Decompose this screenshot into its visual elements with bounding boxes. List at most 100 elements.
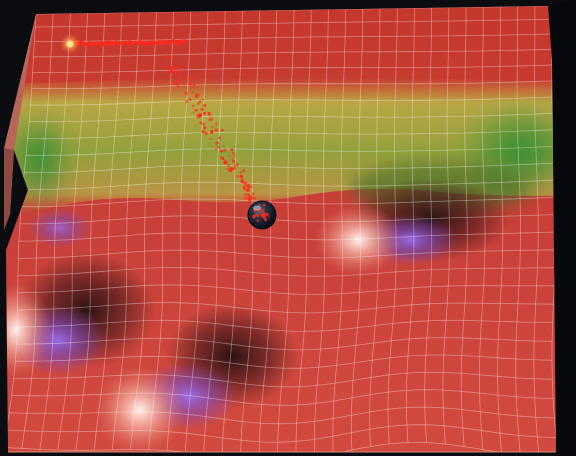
grid-line (497, 6, 504, 452)
grid-line (460, 7, 468, 447)
trail-particle (192, 75, 196, 79)
spark-particle (256, 214, 260, 217)
trail-particle (243, 192, 247, 196)
trail-particle (226, 163, 231, 167)
grid-line (295, 9, 312, 452)
trail-particle (202, 122, 205, 126)
grid-line (184, 11, 209, 452)
trail-particle (176, 83, 179, 86)
trail-particle (198, 100, 202, 104)
trail-particle (233, 164, 237, 168)
grid-line (17, 319, 553, 332)
grid-line (442, 7, 450, 445)
trail-particle (223, 148, 227, 152)
hill-peak (314, 204, 402, 276)
trail-particle (209, 137, 212, 141)
trail-particle (175, 65, 179, 69)
trail-particle (189, 98, 192, 101)
trail-particle (200, 107, 204, 112)
grid-line (18, 249, 556, 259)
spark-particle (260, 213, 264, 217)
trail-particle (246, 184, 250, 188)
grid-line (25, 146, 554, 156)
trail-particle (246, 188, 250, 192)
trail-particle (195, 115, 199, 118)
trail-particle (207, 112, 211, 117)
grid-line (13, 371, 553, 388)
grid-line (406, 8, 415, 443)
grid-line (33, 48, 553, 58)
grid-line (18, 231, 556, 242)
trail-particle (202, 103, 206, 108)
spark-particle (258, 203, 261, 207)
trail-particle (163, 66, 166, 69)
trail-particle (192, 111, 195, 114)
spark-particle (265, 212, 269, 217)
trail-particle (236, 164, 239, 167)
trail-particle (210, 125, 214, 129)
trail-particle (178, 72, 183, 77)
surface-grid (6, 6, 556, 452)
grid-line (15, 354, 553, 369)
trail-particle (199, 121, 203, 125)
grid-line (22, 179, 556, 190)
trail-particle (218, 136, 221, 140)
trail-particle (242, 186, 246, 190)
grid-line (203, 11, 226, 452)
trail-particle (177, 80, 181, 83)
grid-line (332, 9, 346, 452)
trail-particle (204, 131, 208, 136)
grid-line (387, 8, 398, 444)
spark-particle (262, 204, 265, 206)
trail-particle (242, 169, 246, 172)
trail-particle (182, 82, 186, 85)
trail-particle (251, 192, 255, 196)
grid-line (350, 8, 364, 451)
grid-line (148, 11, 174, 450)
trail-particle (220, 128, 224, 132)
grid-line (75, 12, 106, 451)
trail-particle (226, 167, 231, 171)
grid-line (424, 7, 433, 443)
trail-particle (181, 38, 187, 44)
trail-particle (190, 85, 193, 88)
grid-line (35, 18, 553, 28)
trail-particle (192, 83, 196, 87)
trail-particle (214, 148, 217, 151)
trail-particle (215, 122, 218, 126)
spark-particle (262, 211, 266, 215)
trail-particle (240, 175, 244, 179)
trail-particle (194, 108, 198, 112)
grid-line (478, 7, 486, 450)
trail-particle (220, 149, 224, 153)
trail-particle (163, 57, 167, 61)
trail-particle (203, 104, 206, 107)
trail-particle (230, 148, 234, 152)
trail-particle (107, 42, 110, 46)
trail-particle (232, 154, 237, 158)
particle-trail (70, 38, 258, 209)
grid-line (93, 12, 123, 451)
trail-particle (215, 141, 219, 145)
spark-particle (262, 215, 266, 219)
trail-particle (196, 93, 200, 97)
spark-particle (252, 214, 256, 218)
ball-sparks (252, 203, 270, 223)
grid-line (221, 10, 243, 452)
trail-particle (170, 67, 174, 71)
grid-line (19, 214, 556, 225)
grid-line (166, 11, 192, 451)
rolling-ball[interactable] (247, 200, 277, 230)
trail-particle (173, 81, 178, 85)
trail-particle (176, 85, 180, 89)
grid-line (6, 441, 556, 452)
trail-particle (185, 100, 189, 104)
trail-particle (222, 144, 225, 147)
trail-particle (191, 104, 195, 108)
trail-particle (243, 196, 248, 200)
trail-particle (173, 70, 177, 74)
grid-line (314, 9, 329, 452)
